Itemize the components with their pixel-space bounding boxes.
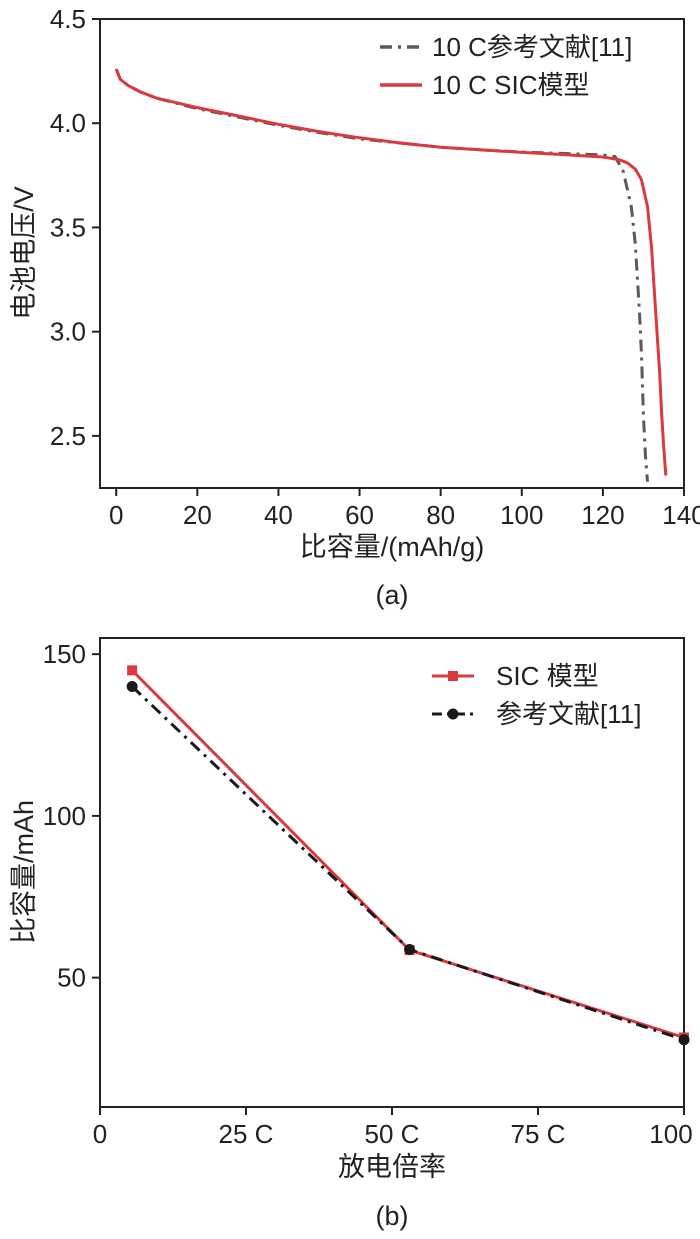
- y-tick-label: 2.5: [50, 421, 86, 451]
- chart-a-ylabel: 电池电压/V: [9, 186, 39, 320]
- y-tick-label: 100: [43, 801, 86, 831]
- chart-b-ylabel: 比容量/mAh: [9, 800, 39, 944]
- series-line-1: [131, 685, 685, 1042]
- chart-a-legend: 10 C参考文献[11] 10 C SIC模型: [380, 32, 632, 100]
- chart-b-xticks: 0 25 C 50 C 75 C 100 C: [93, 1107, 700, 1149]
- x-tick-label: 0: [93, 1119, 107, 1149]
- chart-b-series: [126, 665, 690, 1046]
- data-point-square: [127, 665, 138, 676]
- chart-b-xlabel: 放电倍率: [338, 1152, 446, 1182]
- data-point-circle: [404, 943, 416, 955]
- x-tick-label: 50 C: [365, 1119, 420, 1149]
- x-tick-label: 80: [426, 500, 455, 530]
- x-tick-label: 25 C: [219, 1119, 274, 1149]
- legend-b-marker-reference: [447, 708, 459, 720]
- chart-b-legend: SIC 模型 参考文献[11]: [432, 661, 641, 729]
- chart-b-yticks: 50 100 150: [43, 639, 100, 993]
- x-tick-label: 20: [183, 500, 212, 530]
- legend-b-marker-sic: [448, 671, 458, 681]
- legend-a-label-sic: 10 C SIC模型: [432, 70, 590, 100]
- legend-b-label-sic: SIC 模型: [496, 661, 599, 691]
- chart-a-caption: (a): [376, 580, 409, 610]
- chart-a: 0 20 40 60 80 100 120 140 2.5 3.0 3.5 4.0 4.5 比容量/(…: [9, 4, 700, 610]
- x-tick-label: 140: [662, 500, 700, 530]
- chart-b-caption: (b): [376, 1201, 409, 1231]
- x-tick-label: 0: [109, 500, 123, 530]
- x-tick-label: 75 C: [511, 1119, 566, 1149]
- y-tick-label: 50: [57, 963, 86, 993]
- chart-a-plot-frame: [99, 18, 685, 489]
- y-tick-label: 3.5: [50, 212, 86, 242]
- x-tick-label: 120: [581, 500, 624, 530]
- y-tick-label: 4.0: [50, 108, 86, 138]
- data-point-circle: [678, 1034, 690, 1046]
- legend-a-label-reference: 10 C参考文献[11]: [432, 32, 632, 62]
- chart-a-xlabel: 比容量/(mAh/g): [300, 532, 485, 562]
- chart-a-yticks: 2.5 3.0 3.5 4.0 4.5: [50, 4, 100, 451]
- series-line-1: [114, 68, 668, 476]
- x-tick-label: 40: [264, 500, 293, 530]
- x-tick-label: 60: [345, 500, 374, 530]
- series-line-0: [114, 68, 649, 482]
- x-tick-label: 100 C: [649, 1119, 700, 1149]
- legend-b-label-reference: 参考文献[11]: [496, 699, 641, 729]
- y-tick-label: 3.0: [50, 317, 86, 347]
- y-tick-label: 150: [43, 639, 86, 669]
- chart-a-series: [114, 68, 668, 482]
- x-tick-label: 100: [500, 500, 543, 530]
- data-point-circle: [126, 681, 138, 693]
- y-tick-label: 4.5: [50, 4, 86, 34]
- chart-a-xticks: 0 20 40 60 80 100 120 140: [109, 488, 700, 530]
- chart-b: 0 25 C 50 C 75 C 100 C 50 100 150 放电倍率 比容量/mAh…: [9, 637, 700, 1231]
